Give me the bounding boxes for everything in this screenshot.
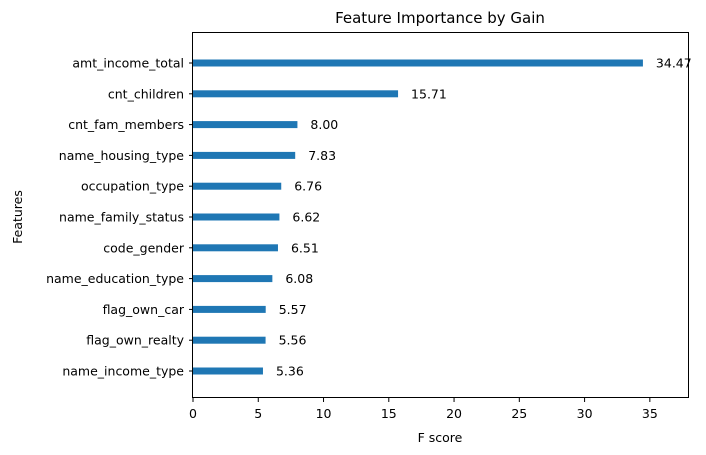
y-tick-label-name_education_type: name_education_type (46, 271, 184, 286)
x-tick-label-10: 10 (316, 406, 332, 421)
data-label-name_education_type: 6.08 (285, 271, 313, 286)
data-label-cnt_children: 15.71 (411, 86, 447, 101)
y-tick-label-cnt_fam_members: cnt_fam_members (68, 117, 184, 132)
bar-name_family_status (193, 213, 280, 221)
y-tick-label-flag_own_realty: flag_own_realty (86, 333, 184, 348)
x-tick-label-25: 25 (511, 406, 527, 421)
y-tick-label-code_gender: code_gender (103, 240, 185, 255)
data-label-name_housing_type: 7.83 (308, 148, 336, 163)
bar-name_education_type (193, 275, 273, 283)
bars-group (193, 59, 643, 375)
y-axis-ticks: amt_income_total cnt_children cnt_fam_memb… (46, 56, 193, 379)
bar-flag_own_realty (193, 336, 266, 344)
bar-name_housing_type (193, 151, 296, 159)
bar-flag_own_car (193, 305, 266, 313)
y-tick-label-flag_own_car: flag_own_car (103, 302, 185, 317)
y-tick-label-name_housing_type: name_housing_type (59, 148, 185, 163)
y-tick-label-amt_income_total: amt_income_total (72, 56, 184, 71)
chart-title: Feature Importance by Gain (335, 9, 545, 27)
data-label-code_gender: 6.51 (291, 240, 319, 255)
bar-occupation_type (193, 182, 282, 190)
y-axis-title: Features (10, 190, 25, 244)
bar-cnt_children (193, 90, 399, 98)
data-label-name_income_type: 5.36 (276, 364, 304, 379)
x-tick-label-15: 15 (381, 406, 397, 421)
data-label-occupation_type: 6.76 (294, 179, 322, 194)
bar-cnt_fam_members (193, 121, 298, 129)
bar-code_gender (193, 244, 278, 252)
x-axis-ticks: 0 5 10 15 20 25 30 35 (189, 398, 658, 421)
x-axis-title: F score (418, 430, 463, 445)
data-labels-group: 34.47 15.71 8.00 7.83 6.76 6.62 6.51 6.08 5.57 5.… (276, 56, 692, 379)
data-label-name_family_status: 6.62 (292, 210, 320, 225)
y-tick-label-name_family_status: name_family_status (59, 210, 184, 225)
plot-area-frame (192, 32, 689, 398)
x-tick-label-0: 0 (189, 406, 197, 421)
x-tick-label-35: 35 (642, 406, 658, 421)
y-tick-label-occupation_type: occupation_type (81, 179, 184, 194)
data-label-flag_own_realty: 5.56 (279, 333, 307, 348)
y-tick-label-name_income_type: name_income_type (62, 364, 184, 379)
y-tick-label-cnt_children: cnt_children (108, 86, 184, 101)
bar-amt_income_total (193, 59, 643, 67)
data-label-cnt_fam_members: 8.00 (310, 117, 338, 132)
data-label-flag_own_car: 5.57 (279, 302, 307, 317)
bar-name_income_type (193, 367, 263, 375)
x-tick-label-20: 20 (446, 406, 462, 421)
data-label-amt_income_total: 34.47 (656, 56, 692, 71)
x-tick-label-30: 30 (577, 406, 593, 421)
x-tick-label-5: 5 (254, 406, 262, 421)
